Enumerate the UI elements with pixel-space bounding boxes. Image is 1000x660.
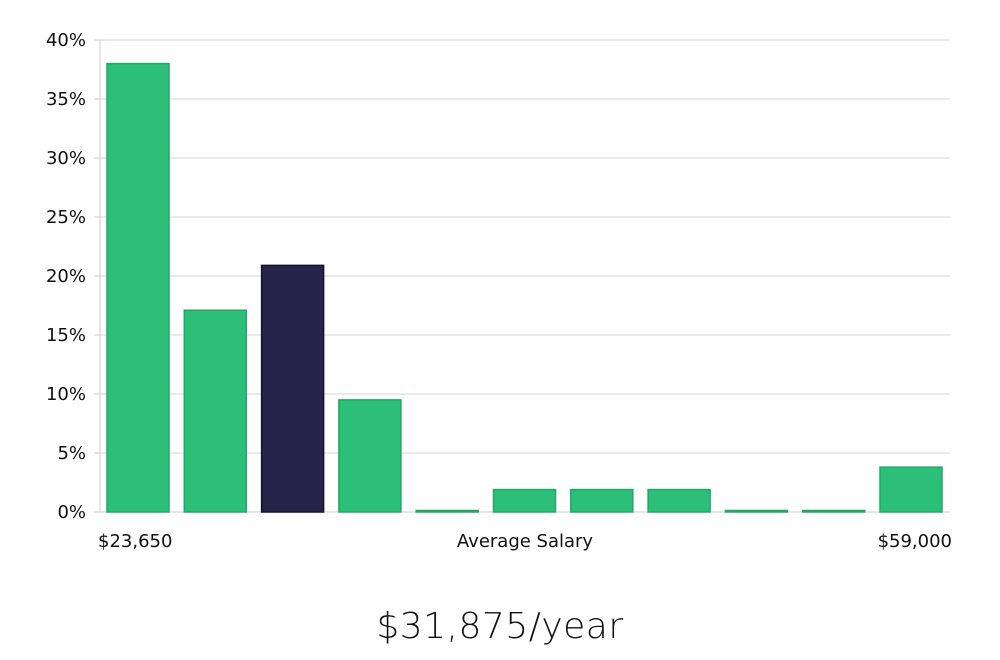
- average-salary-value: $31,875/year: [376, 606, 624, 647]
- bar: [879, 466, 943, 513]
- bar-highlighted: [260, 264, 325, 513]
- y-tick-label: 5%: [57, 443, 86, 464]
- bar: [801, 509, 866, 513]
- bars: [106, 62, 943, 513]
- bar: [724, 509, 789, 513]
- y-tick-label: 25%: [46, 207, 86, 228]
- bar: [647, 488, 711, 513]
- x-label-average: Average Salary: [457, 531, 594, 552]
- y-tick-label: 35%: [46, 89, 86, 110]
- bar: [415, 509, 479, 513]
- bar: [570, 488, 634, 513]
- bar: [106, 62, 170, 513]
- y-tick-label: 10%: [46, 384, 86, 405]
- bar: [338, 399, 402, 513]
- x-label-min: $23,650: [98, 531, 172, 552]
- bar: [183, 309, 248, 513]
- bar: [492, 488, 557, 513]
- y-tick-label: 30%: [46, 148, 86, 169]
- x-label-max: $59,000: [878, 531, 952, 552]
- y-tick-label: 0%: [57, 502, 86, 523]
- y-tick-label: 20%: [46, 266, 86, 287]
- y-tick-label: 40%: [46, 30, 86, 51]
- y-tick-labels: 0% 5% 10% 15% 20% 25% 30% 35% 40%: [46, 30, 86, 523]
- salary-histogram: 0% 5% 10% 15% 20% 25% 30% 35% 40% $23,650 Averag…: [46, 30, 952, 552]
- y-tick-label: 15%: [46, 325, 86, 346]
- x-axis-labels: $23,650 Average Salary $59,000: [98, 531, 952, 552]
